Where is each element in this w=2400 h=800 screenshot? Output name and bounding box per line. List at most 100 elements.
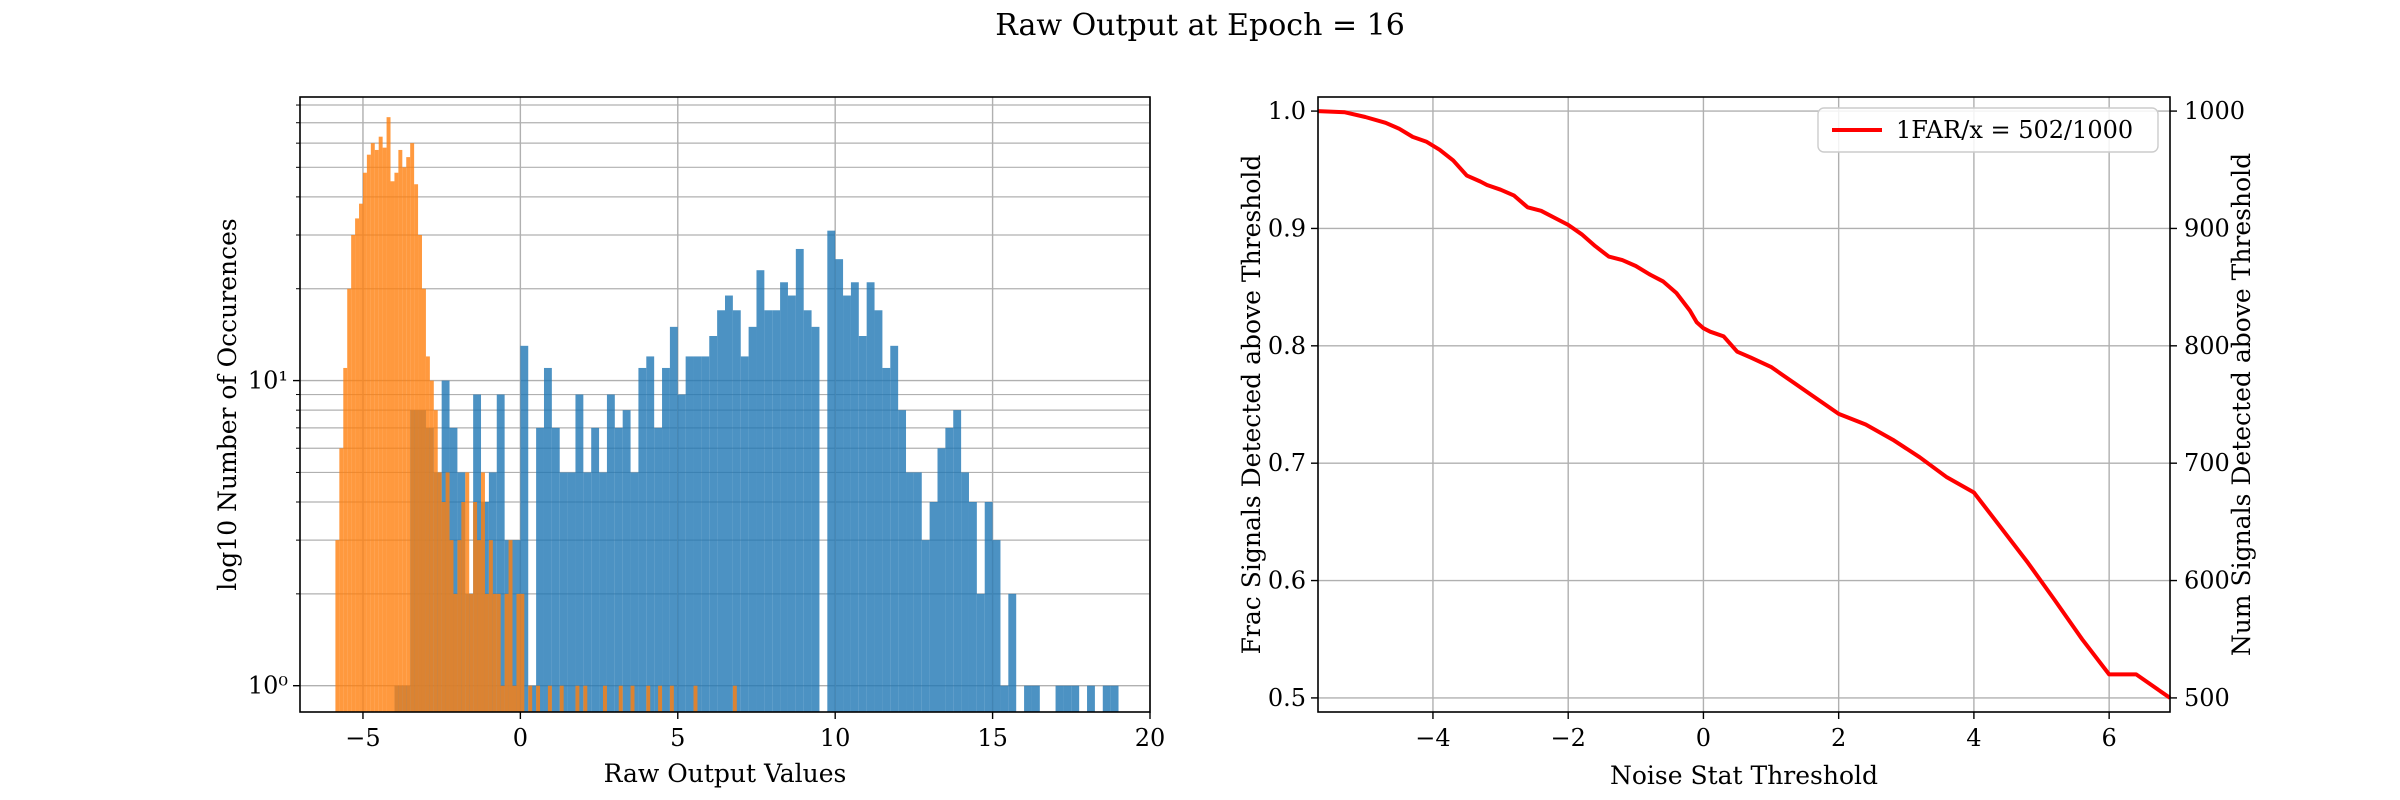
noise-bar (414, 184, 419, 713)
noise-bar (492, 593, 497, 712)
noise-bar (484, 593, 489, 712)
signal-bar (732, 310, 741, 712)
noise-bar (457, 540, 462, 712)
signal-bar (772, 310, 781, 712)
signal-bar (992, 540, 1001, 712)
signal-bar (874, 310, 883, 712)
signal-bar (953, 410, 962, 712)
signal-bar (835, 259, 844, 712)
x-tick-label: 2 (1831, 724, 1846, 752)
signal-bar (787, 295, 796, 712)
signal-bar (756, 270, 765, 712)
signal-bar (890, 345, 899, 712)
noise-bar (410, 143, 415, 713)
x-tick-label: 4 (1966, 724, 1981, 752)
signal-bar (701, 356, 710, 712)
noise-bar (461, 502, 466, 712)
y-tick-label: 1.0 (1268, 97, 1306, 125)
x-axis-label: Raw Output Values (604, 759, 847, 788)
signal-bar (591, 427, 600, 712)
signal-bar (559, 472, 568, 712)
signal-bar (1063, 685, 1072, 712)
noise-bar (394, 172, 399, 712)
signal-bar (725, 295, 733, 712)
noise-bar (658, 685, 663, 712)
noise-bar (418, 235, 422, 712)
noise-bar (421, 288, 426, 712)
right-y-tick-label: 600 (2184, 567, 2230, 595)
noise-bar (343, 367, 348, 712)
plot-frame (1317, 96, 2171, 713)
x-tick-label: −2 (1550, 724, 1585, 752)
signal-bar (1000, 685, 1009, 712)
x-tick-label: 20 (1135, 724, 1166, 752)
signal-bar (717, 310, 725, 712)
signal-bar (536, 427, 544, 712)
signal-bar (858, 335, 867, 712)
signal-bar (599, 472, 607, 712)
x-tick-label: −5 (345, 724, 380, 752)
noise-bar (335, 540, 340, 712)
signal-bar (669, 326, 678, 712)
signal-bar (1071, 685, 1080, 712)
noise-bar (445, 472, 450, 712)
y-tick-label: 10¹ (248, 367, 288, 395)
signal-bar (780, 282, 788, 712)
x-axis-label: Noise Stat Threshold (1610, 761, 1878, 790)
x-tick-label: 0 (513, 724, 528, 752)
figure-title: Raw Output at Epoch = 16 (995, 8, 1405, 43)
right-y-tick-label: 500 (2184, 684, 2230, 712)
signal-bar (583, 472, 592, 712)
signal-bar (614, 427, 623, 712)
right-y-tick-label: 700 (2184, 449, 2230, 477)
signal-bar (575, 394, 584, 712)
signal-bar (811, 326, 820, 712)
noise-bar (618, 685, 623, 712)
noise-bar (406, 157, 411, 712)
signal-bar (1110, 685, 1119, 712)
signal-bar (882, 367, 891, 712)
noise-bar (429, 380, 434, 712)
signal-bar (898, 410, 907, 712)
noise-bar (669, 685, 674, 712)
noise-bar (500, 685, 505, 712)
signal-bar (1087, 685, 1095, 712)
signal-bar (496, 394, 505, 712)
noise-bar (732, 685, 737, 712)
x-tick-label: 0 (1696, 724, 1711, 752)
histogram-chart: −5 0 5 10 15 20 10⁰ 10¹ Raw Output Values log10 N… (213, 96, 1166, 788)
legend-box (1817, 107, 2159, 153)
noise-bar (603, 685, 607, 712)
noise-bar (402, 167, 407, 713)
signal-bar (795, 248, 804, 712)
noise-bar (559, 685, 564, 712)
y-tick-label: 0.6 (1268, 567, 1306, 595)
y-tick-label: 0.9 (1268, 214, 1306, 242)
signal-bar (748, 326, 757, 712)
legend-label: 1FAR/x = 502/1000 (1896, 116, 2133, 144)
signal-bar (543, 367, 552, 712)
noise-bar (536, 685, 541, 712)
noise-bar (347, 288, 352, 712)
noise-bar (481, 472, 485, 712)
noise-bar (547, 685, 552, 712)
noise-bar (355, 218, 360, 712)
right-y-axis-label: Num Signals Detected above Threshold (2227, 153, 2256, 656)
noise-bar (512, 685, 517, 712)
signal-bar (567, 472, 576, 712)
signal-bar (606, 394, 615, 712)
noise-bar (508, 540, 513, 712)
noise-bar (366, 154, 371, 713)
noise-bar (504, 593, 509, 712)
signal-bar (662, 367, 670, 712)
signal-bar (984, 502, 993, 712)
detection-curve-chart: −4 −2 0 2 4 6 0.5 0.6 0.7 0.8 0.9 1.0 500 600 700 800 90… (1237, 96, 2256, 790)
signal-bar (850, 282, 859, 712)
noise-bar (382, 147, 387, 712)
signal-bar (945, 427, 954, 712)
signal-bar (654, 427, 663, 712)
noise-bar (441, 502, 446, 712)
noise-bar (469, 593, 474, 712)
signal-bar (1031, 685, 1040, 712)
